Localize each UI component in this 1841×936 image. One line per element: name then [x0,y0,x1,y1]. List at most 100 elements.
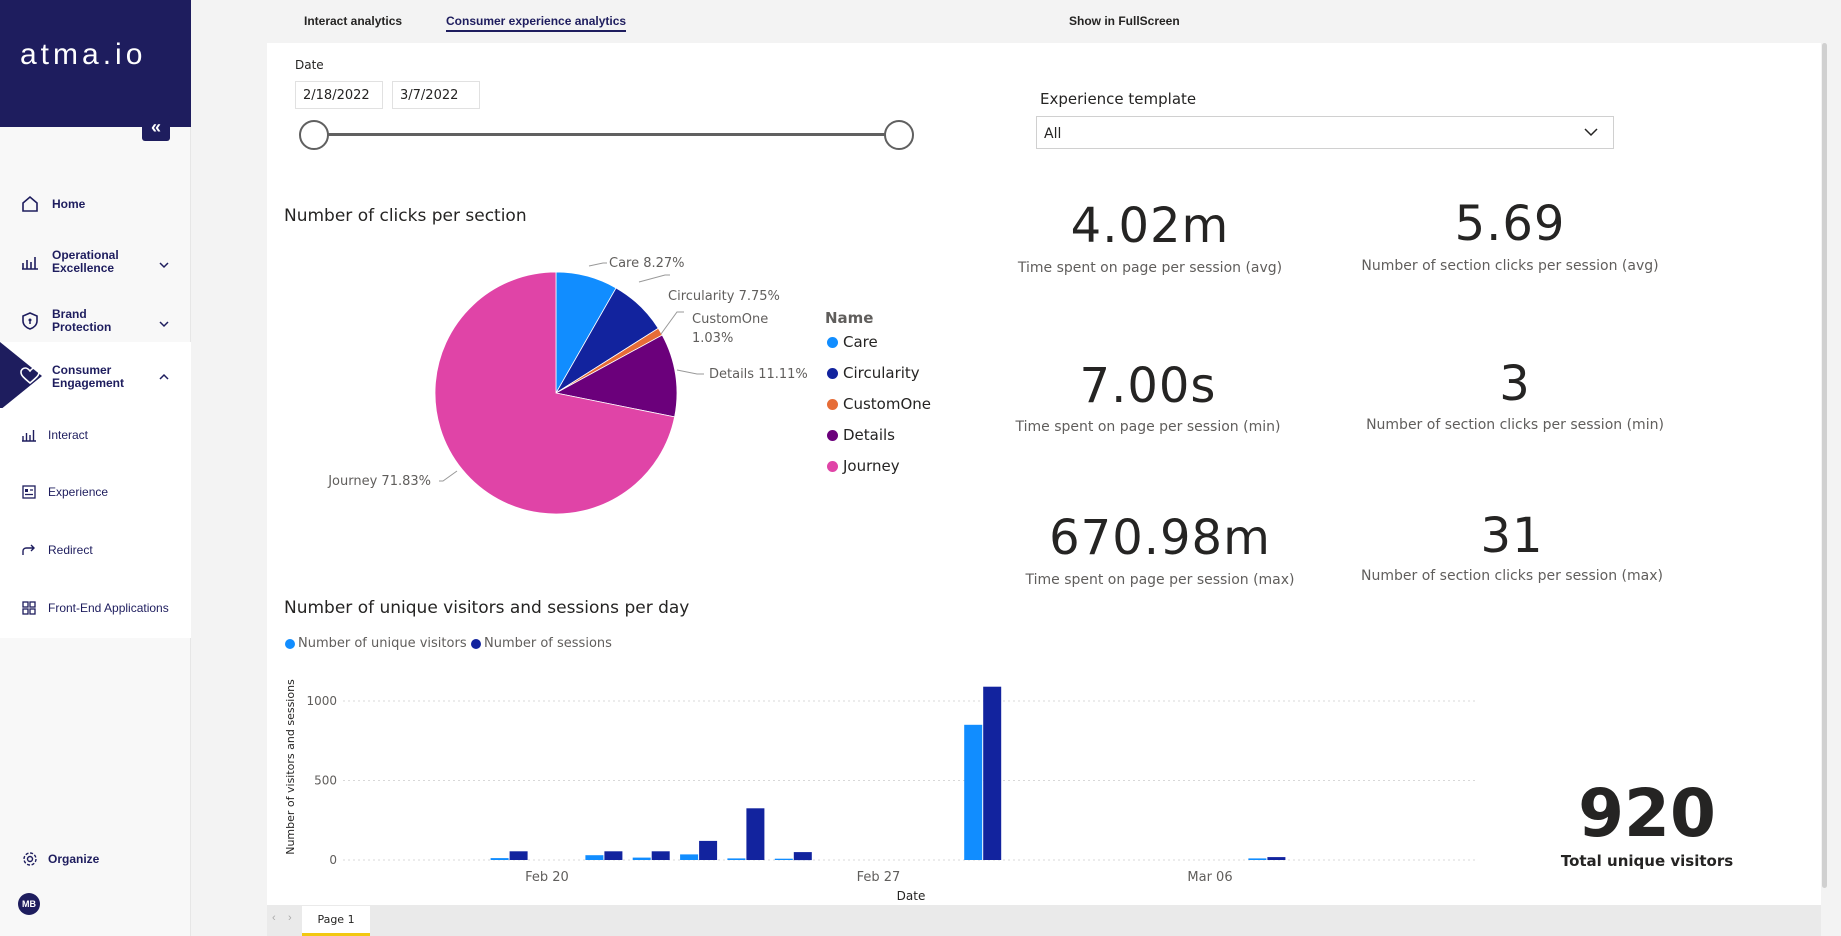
bar-sessions-2022-02-21[interactable] [604,851,623,860]
pie-slice-details[interactable] [554,334,678,418]
kpi-avg-time-label: Time spent on page per session (avg) [1017,260,1283,276]
sidebar: atma.io « Home Operational Excellence Br… [0,0,191,936]
bar-visitors-2022-02-24[interactable] [727,858,746,860]
subnav-redirect[interactable]: Redirect [0,532,191,568]
bar-visitors-2022-02-21[interactable] [585,855,604,860]
pie-legend-item-details[interactable]: Details [827,426,895,444]
nav-organize[interactable]: Organize [0,849,191,869]
collapse-sidebar-button[interactable]: « [142,113,170,141]
fullscreen-button[interactable]: Show in FullScreen [1069,14,1180,28]
kpi-max-time-label: Time spent on page per session (max) [1025,572,1295,588]
date-start-input[interactable]: 2/18/2022 [295,81,383,109]
bar-sessions-2022-02-19[interactable] [509,851,528,860]
y-tick-label: 0 [329,853,337,867]
subnav-front-end-label: Front-End Applications [48,601,169,615]
legend-dot-care [827,336,838,348]
nav-brand-line2: Protection [52,320,112,334]
circularity-data-label: Circularity 7.75% [668,289,780,304]
subnav-interact[interactable]: Interact [0,417,191,453]
details-leader-line [676,369,704,375]
bar-chart: 0 500 1000 Feb 20 Feb 27 Mar 06 Date Number of … [284,679,1477,903]
tab-consumer-experience-analytics[interactable]: Consumer experience analytics [446,14,627,32]
chevron-down-icon[interactable] [158,258,170,270]
pie-slice-journey[interactable] [434,271,676,515]
journey-data-label: Journey 71.83% [327,474,431,489]
bar-visitors-2022-03-01[interactable] [964,724,983,860]
details-data-label: Details 11.11% [709,367,808,382]
pie-legend-item-customone[interactable]: CustomOne [827,395,931,413]
nav-operational-excellence[interactable]: Operational Excellence [0,247,191,277]
customone-leader-line [660,311,684,335]
nav-consumer-line2: Engagement [52,376,125,390]
bar-visitors-2022-02-23[interactable] [680,854,699,860]
kpi-min-time-value: 7.00s [1079,358,1217,414]
y-tick-label: 500 [314,774,337,788]
date-end-input[interactable]: 3/7/2022 [392,81,480,109]
bar-legend-visitors-label: Number of unique visitors [298,636,467,651]
chevron-down-icon[interactable] [158,317,170,329]
nav-organize-label: Organize [48,851,100,866]
kpi-max-clicks-value: 31 [1480,508,1544,564]
subnav-experience[interactable]: Experience [0,474,191,510]
x-tick-label: Feb 27 [857,870,901,885]
brand-logo: atma.io [20,38,147,71]
bar-visitors-2022-03-07[interactable] [1248,858,1267,860]
journey-leader-line [439,470,458,482]
bar-legend-sessions-label: Number of sessions [484,636,612,651]
page-next-icon[interactable]: › [288,912,292,924]
pie-legend-label-circularity: Circularity [843,364,920,382]
y-axis-label: Number of visitors and sessions [284,679,297,855]
shield-icon [20,311,40,331]
chevron-up-icon[interactable] [158,370,170,382]
vertical-scrollbar[interactable] [1822,43,1827,888]
pie-legend-item-care[interactable]: Care [827,333,878,351]
legend-dot-customone [827,398,838,410]
avatar[interactable]: MB [18,893,40,915]
nav-brand-label: Brand Protection [52,308,111,334]
subnav-front-end-applications[interactable]: Front-End Applications [0,590,191,626]
pie-legend-item-journey[interactable]: Journey [827,457,900,475]
subnav-interact-label: Interact [48,428,89,442]
nav-operational-label: Operational Excellence [52,249,119,275]
care-data-label: Care 8.27% [609,256,685,271]
kpi-max-time-value: 670.98m [1049,510,1271,566]
bar-sessions-2022-03-07[interactable] [1267,857,1286,860]
date-slider-track[interactable] [313,133,899,136]
template-dropdown[interactable]: All [1036,116,1614,149]
nav-brand-protection[interactable]: Brand Protection [0,306,191,336]
nav-home[interactable]: Home [0,193,191,215]
bar-legend-visitors: Number of unique visitors [285,636,467,651]
bar-visitors-2022-02-22[interactable] [632,857,651,860]
pie-chart-title: Number of clicks per section [284,206,527,226]
subnav-experience-label: Experience [48,485,109,499]
page-prev-icon[interactable]: ‹ [272,912,276,924]
bar-sessions-2022-02-23[interactable] [699,840,718,860]
nav-consumer-label: Consumer Engagement [52,364,124,390]
bar-sessions-2022-03-01[interactable] [983,686,1002,860]
date-slider-start-handle[interactable] [299,120,329,150]
total-unique-visitors-value: 920 [1578,775,1716,852]
bar-sessions-2022-02-22[interactable] [651,851,670,860]
legend-dot-sessions [471,638,481,649]
pie-legend-item-circularity[interactable]: Circularity [827,364,920,382]
kpi-min-clicks-label: Number of section clicks per session (mi… [1366,417,1664,433]
tab-interact-analytics[interactable]: Interact analytics [304,14,403,28]
grid-icon [20,599,38,617]
chevron-down-icon [1583,125,1599,139]
brand-header: atma.io [0,0,191,127]
bar-chart-title: Number of unique visitors and sessions p… [284,598,690,618]
bar-sessions-2022-02-24[interactable] [746,808,765,860]
bar-sessions-2022-02-25[interactable] [793,852,812,861]
x-tick-label: Mar 06 [1187,870,1232,885]
kpi-min-clicks-value: 3 [1499,356,1531,412]
pie-legend-title: Name [825,309,874,327]
nav-consumer-engagement[interactable]: Consumer Engagement [0,342,191,410]
gear-icon [20,849,40,869]
nav-brand-line1: Brand [52,307,87,321]
legend-dot-journey [827,460,838,472]
bar-visitors-2022-02-19[interactable] [490,858,509,860]
date-slider-end-handle[interactable] [884,120,914,150]
page-tab-1[interactable]: Page 1 [302,906,370,936]
bar-visitors-2022-02-25[interactable] [774,858,793,860]
x-axis-label: Date [897,889,926,903]
